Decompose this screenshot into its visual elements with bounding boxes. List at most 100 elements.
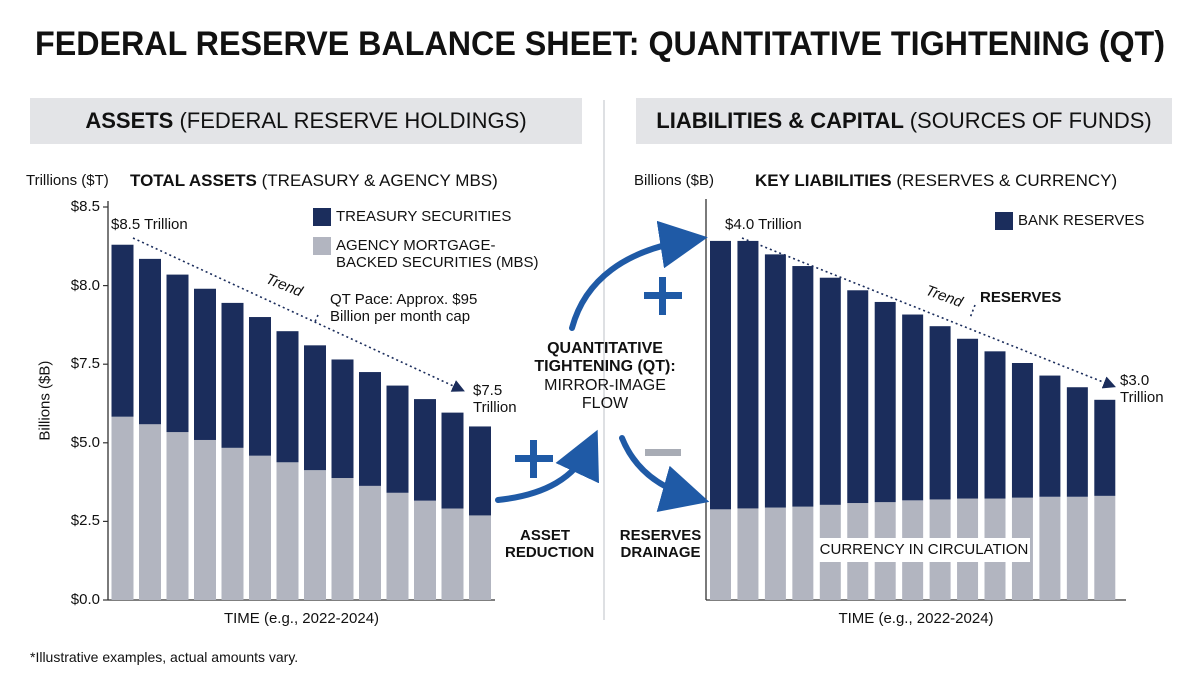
- panel-header-bg: [30, 98, 582, 144]
- y-tick-label: $7.5: [70, 355, 100, 373]
- bar-segment: [847, 290, 869, 504]
- bar-segment: [414, 500, 436, 600]
- bar-segment: [111, 244, 134, 417]
- annotation: $4.0 Trillion: [725, 216, 802, 233]
- bar-segment: [139, 424, 161, 600]
- minus-symbol: [645, 449, 681, 456]
- bar-segment: [902, 314, 924, 501]
- bar-segment: [957, 338, 979, 499]
- annotation: $7.5 Trillion: [473, 382, 517, 417]
- bar-segment: [764, 507, 786, 600]
- y-tick-label: $5.0: [70, 433, 100, 451]
- bar-segment: [929, 326, 951, 500]
- footnote: *Illustrative examples, actual amounts v…: [30, 649, 299, 665]
- x-axis-label: TIME (e.g., 2022-2024): [838, 610, 994, 627]
- bar-segment: [792, 506, 814, 600]
- heading: LIABILITIES & CAPITAL: [656, 108, 904, 133]
- bar-segment: [469, 426, 491, 516]
- bar-segment: [304, 345, 326, 471]
- bar-segment: [139, 258, 161, 425]
- flow-label: RESERVES DRAINAGE: [619, 527, 702, 562]
- bar-segment: [166, 274, 189, 433]
- heading: ASSETS: [85, 108, 174, 133]
- legend-label: TREASURY SECURITIES: [336, 208, 512, 225]
- bar-segment: [874, 301, 896, 503]
- bar-segment: [441, 412, 464, 509]
- bar-segment: [469, 515, 491, 600]
- bar-segment: [819, 277, 841, 505]
- title-detail: (TREASURY & AGENCY MBS): [261, 171, 498, 190]
- bar-segment: [221, 302, 244, 448]
- bar-segment: [1066, 496, 1088, 600]
- bar-segment: [221, 447, 244, 600]
- page-title: FEDERAL RESERVE BALANCE SHEET: QUANTITAT…: [35, 25, 1165, 63]
- title-detail: (RESERVES & CURRENCY): [896, 171, 1118, 190]
- bar-segment: [1094, 495, 1116, 600]
- bar-segment: [710, 240, 731, 510]
- unit-label: Trillions ($T): [26, 172, 109, 189]
- bar-segment: [764, 254, 786, 508]
- bar-segment: [111, 416, 134, 600]
- y-tick-label: $2.5: [70, 512, 100, 530]
- annotation: QT Pace: Approx. $95 Billion per month c…: [330, 291, 478, 326]
- bar-segment: [359, 372, 381, 486]
- bar-segment: [276, 462, 299, 600]
- trend-lines: [132, 237, 1116, 392]
- legend-label: AGENCY MORTGAGE-BACKED SECURITIES (MBS): [336, 237, 539, 272]
- chart-title: KEY LIABILITIES (RESERVES & CURRENCY): [755, 171, 1117, 191]
- heading-detail: (SOURCES OF FUNDS): [909, 108, 1152, 133]
- bar-segment: [276, 331, 299, 463]
- y-tick-label: $8.0: [70, 276, 100, 294]
- bar-segment: [304, 470, 326, 600]
- title: TOTAL ASSETS: [130, 171, 257, 190]
- subtitle: MIRROR-IMAGE FLOW: [544, 376, 666, 413]
- legend-swatch: [313, 208, 331, 226]
- bar-segment: [441, 508, 464, 600]
- bar-segment: [331, 359, 354, 479]
- bar-segment: [737, 240, 759, 509]
- bar-segment: [710, 509, 731, 600]
- bar-segment: [984, 351, 1006, 499]
- bar-segment: [194, 288, 216, 440]
- panel-heading: ASSETS (FEDERAL RESERVE HOLDINGS): [30, 108, 582, 133]
- plus-symbols: [515, 277, 682, 478]
- annotation: $8.5 Trillion: [111, 216, 188, 233]
- bar-segment: [331, 478, 354, 600]
- bar-segment: [414, 399, 436, 501]
- flow-label: ASSET REDUCTION: [505, 527, 595, 562]
- bar-segment: [386, 492, 409, 600]
- center-title: QUANTITATIVE TIGHTENING (QT): MIRROR-IMAG…: [525, 340, 685, 414]
- title: KEY LIABILITIES: [755, 171, 892, 190]
- chart-title: TOTAL ASSETS (TREASURY & AGENCY MBS): [130, 171, 498, 191]
- bar-segment: [249, 455, 271, 600]
- legend-swatch: [995, 212, 1013, 230]
- legend-label: BANK RESERVES: [1018, 212, 1145, 229]
- y-tick-label: $0.0: [70, 591, 100, 608]
- annotation: $3.0 Trillion: [1120, 372, 1164, 407]
- bar-segment: [1094, 399, 1116, 496]
- title: QUANTITATIVE TIGHTENING (QT):: [534, 340, 676, 376]
- bar-segment: [737, 508, 759, 600]
- flow-arrows: [495, 220, 710, 512]
- panel-header-bg: [636, 98, 1172, 144]
- unit-label: Billions ($B): [634, 172, 715, 189]
- bar-segment: [359, 485, 381, 600]
- bar-segment: [1011, 363, 1033, 498]
- series-label: RESERVES: [980, 289, 1062, 306]
- bar-segment: [386, 385, 409, 493]
- bar-segment: [1039, 496, 1061, 600]
- bar-segment: [249, 317, 271, 456]
- bar-segment: [1066, 387, 1088, 497]
- bar-segment: [166, 432, 189, 600]
- y-tick-label: $8.5: [70, 198, 100, 215]
- legend-swatch: [313, 237, 331, 255]
- bar-segment: [792, 266, 814, 507]
- label-bg: [818, 538, 1030, 562]
- x-axis-label: TIME (e.g., 2022-2024): [223, 610, 380, 627]
- heading-detail: (FEDERAL RESERVE HOLDINGS): [179, 108, 527, 133]
- series-label: CURRENCY IN CIRCULATION: [819, 541, 1029, 558]
- bar-segment: [1039, 375, 1061, 497]
- panel-heading: LIABILITIES & CAPITAL (SOURCES OF FUNDS): [636, 108, 1172, 133]
